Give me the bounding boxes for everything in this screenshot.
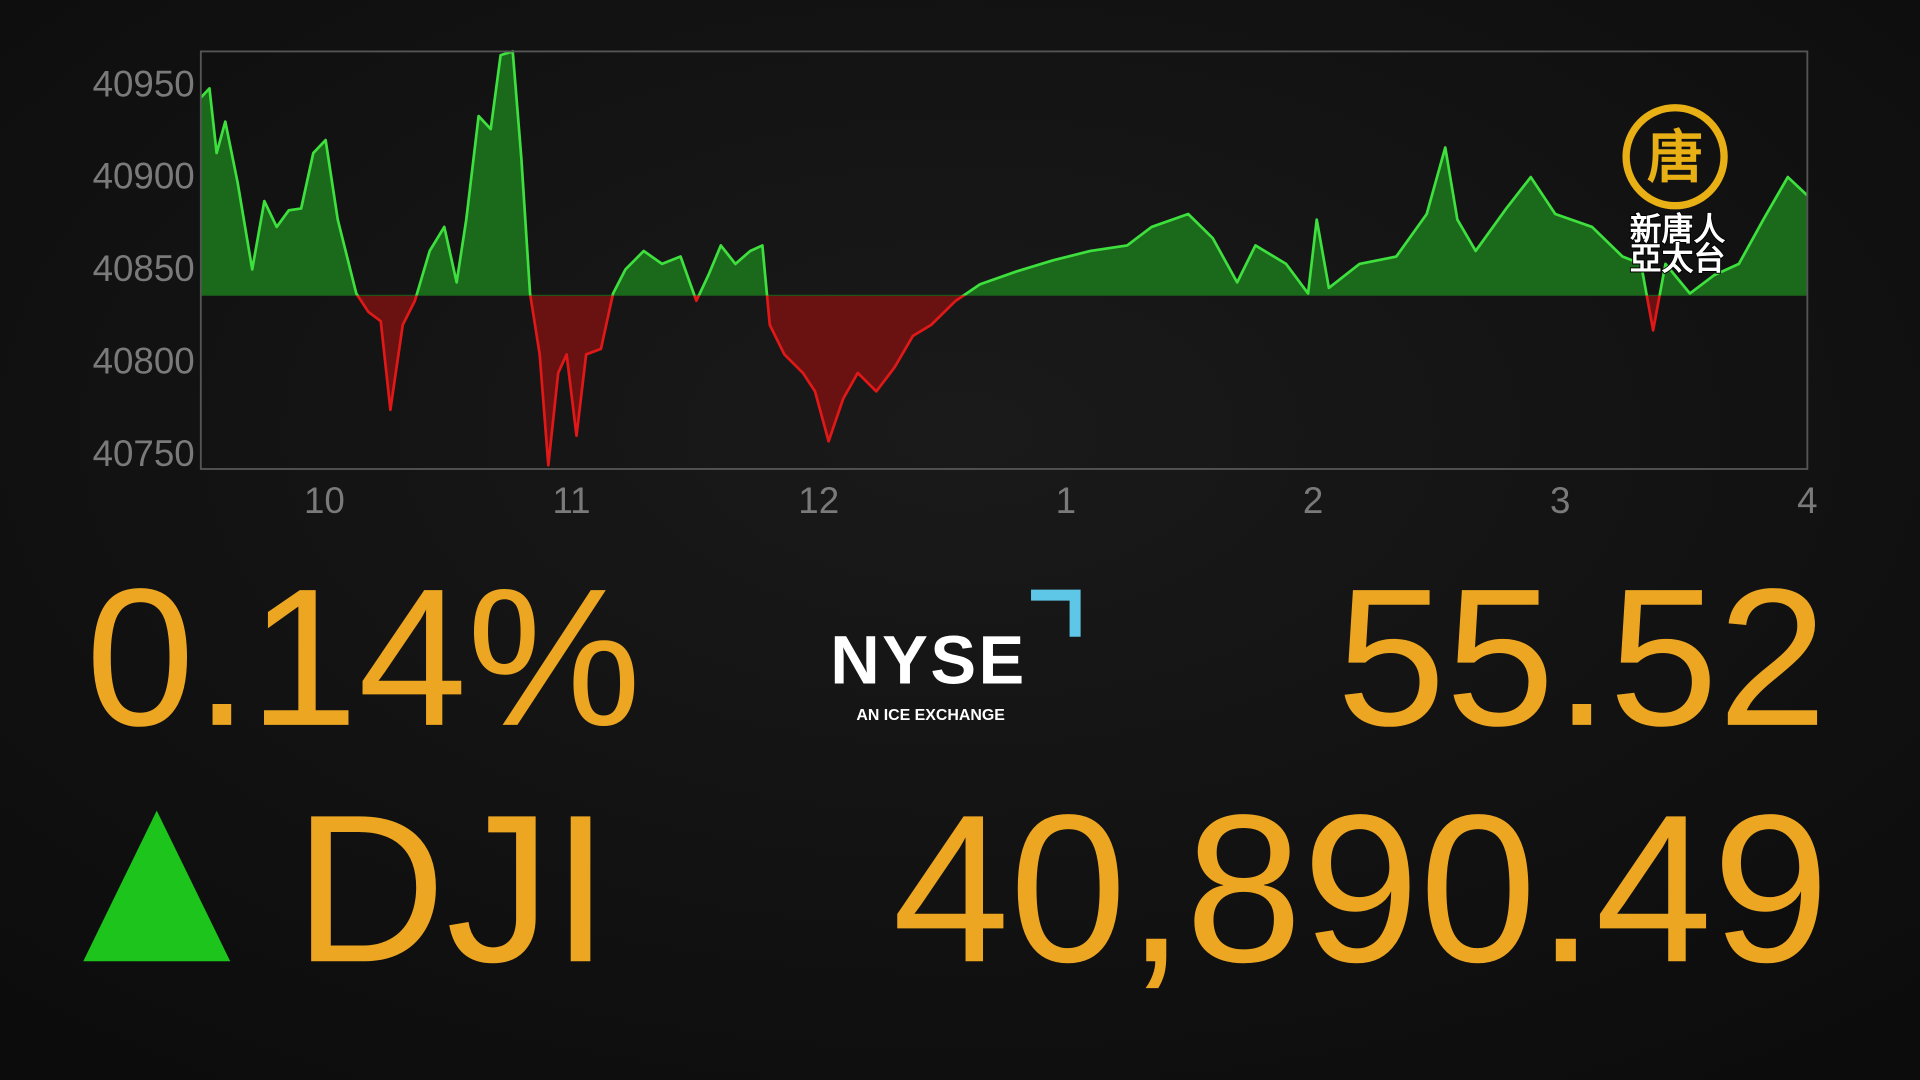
emblem-text: 唐 bbox=[1647, 125, 1703, 188]
change-value: 55.52 bbox=[1337, 548, 1827, 767]
nyse-logo: NYSE AN ICE EXCHANGE bbox=[830, 589, 1081, 724]
x-tick-label: 12 bbox=[798, 480, 839, 521]
logo-bracket bbox=[1031, 589, 1081, 637]
channel-name: 新唐人 bbox=[1630, 211, 1726, 247]
y-tick-label: 40900 bbox=[93, 156, 195, 197]
exchange-name: NYSE bbox=[830, 621, 1027, 698]
plot-frame bbox=[199, 50, 1809, 470]
area-fill bbox=[200, 51, 1808, 466]
channel-region: 亞太台 bbox=[1630, 240, 1726, 276]
x-tick-label: 2 bbox=[1303, 480, 1323, 521]
symbol: DJI bbox=[294, 770, 610, 1006]
channel-logo: 唐 新唐人 亞太台 bbox=[1622, 104, 1728, 277]
y-tick-label: 40950 bbox=[93, 63, 195, 104]
x-tick-label: 11 bbox=[552, 480, 590, 521]
x-tick-label: 3 bbox=[1550, 480, 1570, 521]
y-tick-label: 40850 bbox=[93, 248, 195, 289]
up-arrow bbox=[83, 810, 231, 962]
price-line bbox=[199, 50, 1809, 467]
price: 40,890.49 bbox=[892, 770, 1829, 1006]
x-tick-label: 1 bbox=[1056, 480, 1076, 521]
y-tick-label: 40750 bbox=[93, 433, 195, 474]
emblem-ring bbox=[1622, 104, 1728, 210]
x-tick-label: 4 bbox=[1797, 480, 1817, 521]
exchange-tagline: AN ICE EXCHANGE bbox=[856, 707, 1004, 724]
x-tick-label: 10 bbox=[304, 480, 345, 521]
y-tick-label: 40800 bbox=[93, 340, 195, 381]
change-percent: 0.14% bbox=[86, 548, 641, 767]
